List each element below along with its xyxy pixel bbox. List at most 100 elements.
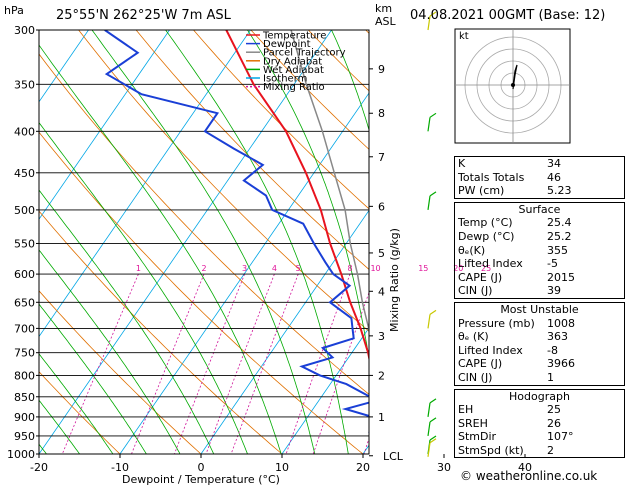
km-label: km <box>375 2 393 15</box>
wind-barb-feather <box>429 112 437 118</box>
pressure-tick-label: 750 <box>14 347 35 360</box>
pressure-tick-label: 600 <box>14 268 35 281</box>
mixing-ratio-line <box>131 273 205 454</box>
mixing-ratio-label: 8 <box>347 264 352 273</box>
mixing-ratio-line <box>205 273 275 454</box>
surface-title: Surface <box>518 202 561 216</box>
mixing-ratio-label: 20 <box>453 264 463 273</box>
temperature-tick-label: -10 <box>111 461 129 474</box>
dry-adiabat-line <box>39 371 121 454</box>
pressure-tick-label: 900 <box>14 411 35 424</box>
dry-adiabat-line <box>135 30 369 270</box>
wet-adiabat-line <box>39 121 248 454</box>
wind-barb-feather <box>429 398 437 404</box>
pressure-tick-label: 700 <box>14 322 35 335</box>
wet-adiabat-line <box>39 303 147 454</box>
legend-label: Dewpoint <box>263 39 311 50</box>
wet-adiabat-line <box>39 249 181 454</box>
pressure-tick-label: 450 <box>14 167 35 180</box>
wet-adiabat-line <box>91 30 316 454</box>
isotherm-line <box>39 30 90 103</box>
plot-frame <box>38 29 370 455</box>
surface-label: CAPE (J) <box>458 270 503 284</box>
wind-barb-feather <box>429 309 437 315</box>
most-unstable-label: Pressure (mb) <box>458 316 535 330</box>
pressure-tick-label: 550 <box>14 237 35 250</box>
indices-panel: K 34 Totals Totals 46 PW (cm) 5.23 Surface Te… <box>454 156 625 461</box>
surface-label: CIN (J) <box>458 284 493 298</box>
most-unstable-label: CAPE (J) <box>458 357 503 371</box>
pressure-tick-label: 650 <box>14 296 35 309</box>
surface-label: Dewp (°C) <box>458 229 515 243</box>
dry-adiabat-line <box>250 30 369 150</box>
surface-row: CIN (J) 39 <box>458 284 621 298</box>
isotherm-line <box>39 30 252 338</box>
surface-value: -5 <box>547 257 558 271</box>
hodograph-row: StmDir 107° <box>458 430 621 444</box>
mixing-ratio-line <box>285 273 351 454</box>
index-label: PW (cm) <box>458 184 505 198</box>
km-tick-label: 1 <box>378 411 385 424</box>
dewpoint-trace <box>104 30 369 433</box>
km-tick-label: 9 <box>378 63 385 76</box>
index-label: K <box>458 157 466 170</box>
wind-barb-feather <box>429 435 437 441</box>
mixing-ratio-label: 15 <box>418 264 428 273</box>
hpa-label: hPa <box>4 4 24 17</box>
asl-label: ASL <box>375 15 396 28</box>
surface-value: 39 <box>547 284 561 298</box>
mixing-ratio-label: 3 <box>242 264 247 273</box>
hodograph-row: StmSpd (kt) 2 <box>458 444 621 458</box>
wet-adiabat-line <box>39 189 215 454</box>
index-row: Totals Totals 46 <box>458 171 621 185</box>
surface-row: Lifted Index -5 <box>458 257 621 271</box>
temperature-tick-label: -20 <box>30 461 48 474</box>
most-unstable-row: Lifted Index -8 <box>458 344 621 358</box>
hodograph-unit: kt <box>459 31 469 42</box>
wind-barb-feather <box>429 191 437 197</box>
hodograph-box: Hodograph EH 25 SREH 26 StmDir 107° StmSpd (kt… <box>454 388 625 459</box>
mixing-ratio-label: 25 <box>481 264 491 273</box>
wind-barbs <box>427 11 437 457</box>
wet-adiabat-line <box>247 30 369 361</box>
hodograph-trace <box>512 64 518 90</box>
surface-row: Dewp (°C) 25.2 <box>458 230 621 244</box>
temperature-tick-label: 40 <box>518 461 532 474</box>
most-unstable-value: 1 <box>547 370 554 384</box>
wind-barb <box>427 314 431 329</box>
wet-adiabat-line <box>39 44 282 454</box>
index-label: Totals Totals <box>458 170 525 184</box>
x-axis-title: Dewpoint / Temperature (°C) <box>122 473 280 486</box>
index-row: K 34 <box>458 157 621 171</box>
km-tick-label: LCL <box>383 450 404 463</box>
datetime-title: 04.08.2021 00GMT (Base: 12) <box>410 8 606 23</box>
isotherm-line <box>119 92 369 454</box>
surface-row: θₑ(K) 355 <box>458 244 621 258</box>
most-unstable-value: 363 <box>547 330 568 344</box>
most-unstable-row: CAPE (J) 3966 <box>458 357 621 371</box>
pressure-tick-label: 850 <box>14 391 35 404</box>
most-unstable-row: Pressure (mb) 1008 <box>458 317 621 331</box>
temperature-tick-label: 20 <box>356 461 370 474</box>
hodograph-value: 26 <box>547 416 561 430</box>
legend-label: Parcel Trajectory <box>263 48 346 59</box>
wind-barb <box>427 421 431 437</box>
pressure-tick-label: 1000 <box>7 448 35 461</box>
hodograph-label: SREH <box>458 416 488 430</box>
km-tick-label: 7 <box>378 151 385 164</box>
km-tick-label: 6 <box>378 200 385 213</box>
most-unstable-box: Most Unstable Pressure (mb) 1008 θₑ (K) 363… <box>454 301 625 386</box>
wind-barb-feather <box>429 11 437 17</box>
legend-label: Temperature <box>262 31 326 42</box>
km-tick-label: 3 <box>378 330 385 343</box>
index-value: 34 <box>547 157 561 170</box>
indices-box: K 34 Totals Totals 46 PW (cm) 5.23 <box>454 156 625 199</box>
index-value: 46 <box>547 170 561 184</box>
surface-label: Temp (°C) <box>458 216 513 230</box>
hodograph-row: SREH 26 <box>458 417 621 431</box>
index-value: 5.23 <box>547 184 572 198</box>
wind-barb <box>427 442 431 457</box>
mixing-ratio-label: 10 <box>370 264 380 273</box>
mixing-ratio-label: 1 <box>136 264 141 273</box>
